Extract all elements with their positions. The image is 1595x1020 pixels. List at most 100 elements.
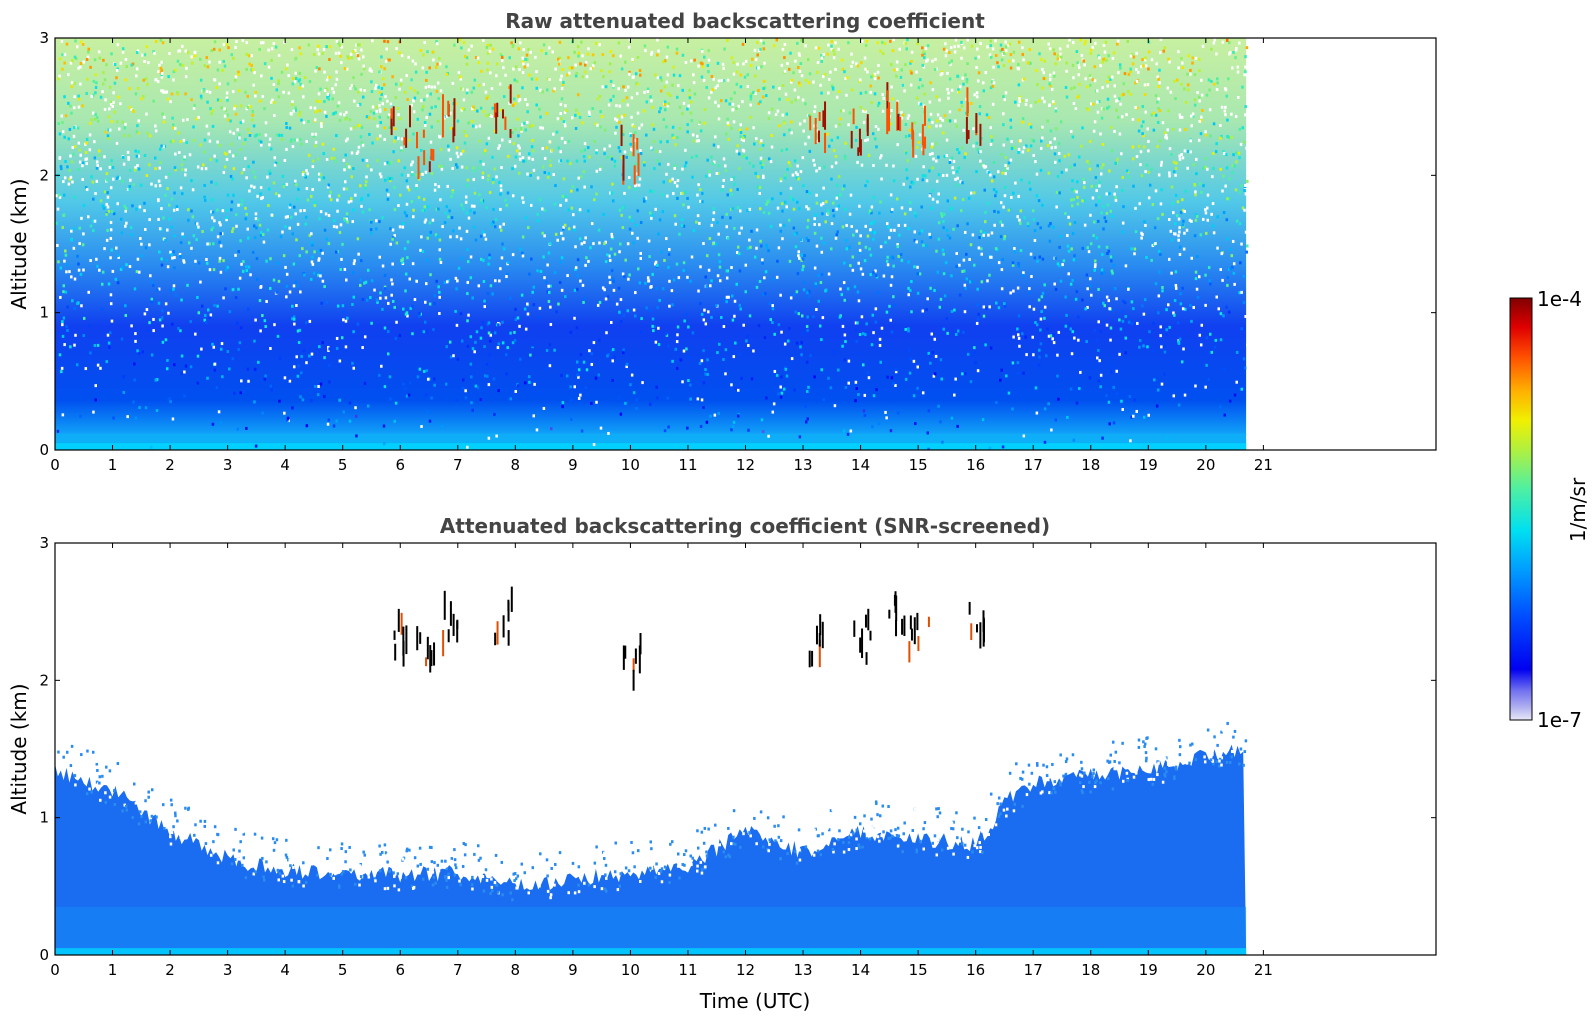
noise-pixel (807, 114, 811, 118)
noise-pixel (585, 368, 589, 372)
noise-pixel (527, 156, 531, 160)
noise-pixel (107, 341, 111, 345)
noise-pixel (165, 258, 169, 262)
noise-pixel (1168, 325, 1171, 329)
noise-pixel (1075, 190, 1078, 194)
noise-pixel (746, 209, 749, 213)
noise-pixel (231, 154, 235, 158)
noise-pixel (1174, 286, 1178, 290)
noise-pixel (858, 248, 862, 252)
noise-pixel (234, 296, 238, 300)
noise-pixel (1226, 276, 1230, 280)
noise-pixel (350, 56, 354, 60)
noise-pixel (773, 332, 776, 336)
noise-pixel (261, 411, 264, 415)
noise-pixel (906, 116, 910, 120)
noise-pixel (687, 325, 690, 329)
noise-pixel (74, 39, 77, 43)
noise-pixel (1000, 287, 1004, 291)
noise-pixel (560, 87, 564, 91)
noise-pixel (978, 235, 981, 239)
noise-pixel (634, 139, 637, 143)
noise-pixel (1195, 157, 1198, 161)
noise-pixel (519, 357, 522, 361)
noise-pixel (204, 167, 208, 171)
noise-pixel (174, 168, 177, 172)
noise-pixel (456, 357, 460, 361)
noise-pixel (976, 79, 980, 83)
noise-pixel (905, 168, 908, 172)
noise-pixel (418, 170, 421, 174)
noise-pixel (220, 342, 224, 346)
noise-pixel (460, 256, 464, 260)
noise-pixel (152, 99, 155, 103)
noise-pixel (504, 198, 507, 202)
noise-pixel (945, 49, 948, 53)
noise-pixel (143, 154, 147, 158)
noise-pixel (1115, 99, 1118, 103)
noise-pixel (516, 316, 520, 320)
noise-pixel (1131, 157, 1135, 161)
noise-pixel (1119, 327, 1123, 331)
noise-pixel (90, 94, 93, 98)
noise-pixel (269, 384, 273, 388)
noise-pixel (1140, 124, 1143, 128)
noise-pixel (1105, 323, 1109, 327)
noise-pixel (363, 281, 366, 285)
noise-pixel (946, 87, 949, 91)
noise-pixel (716, 351, 719, 355)
noise-pixel (978, 105, 982, 109)
noise-pixel (797, 81, 801, 85)
noise-pixel (628, 227, 632, 231)
noise-pixel (844, 340, 847, 344)
noise-pixel (880, 326, 884, 330)
noise-pixel (1140, 174, 1144, 178)
noise-pixel (1075, 50, 1079, 54)
noise-pixel (124, 209, 128, 213)
noise-pixel (581, 283, 585, 287)
noise-pixel (606, 354, 609, 358)
noise-pixel (127, 155, 130, 159)
noise-pixel (268, 169, 271, 173)
noise-pixel (1136, 321, 1139, 325)
noise-pixel (152, 50, 155, 54)
noise-pixel (879, 200, 882, 204)
noise-pixel (1062, 259, 1066, 263)
noise-pixel (541, 165, 545, 169)
noise-pixel (273, 163, 277, 167)
noise-pixel (1179, 302, 1183, 306)
noise-pixel (103, 190, 107, 194)
noise-pixel (1054, 62, 1057, 66)
noise-pixel (1088, 167, 1092, 171)
noise-pixel (136, 49, 140, 53)
noise-pixel (672, 136, 675, 140)
noise-pixel (806, 417, 809, 421)
noise-pixel (398, 225, 402, 229)
noise-pixel (265, 299, 268, 303)
noise-pixel (657, 343, 661, 347)
noise-pixel (726, 117, 729, 121)
noise-pixel (896, 243, 899, 247)
noise-pixel (786, 339, 790, 343)
noise-pixel (1085, 340, 1088, 344)
noise-pixel (312, 53, 316, 57)
noise-pixel (881, 40, 884, 44)
noise-pixel (962, 258, 966, 262)
noise-pixel (1093, 220, 1096, 224)
noise-pixel (708, 173, 711, 177)
noise-pixel (108, 85, 112, 89)
noise-pixel (814, 213, 817, 217)
noise-pixel (738, 231, 741, 235)
noise-pixel (77, 268, 81, 272)
noise-pixel (204, 314, 207, 318)
noise-pixel (463, 141, 467, 145)
noise-pixel (1159, 334, 1162, 338)
noise-pixel (546, 77, 550, 81)
noise-pixel (90, 118, 93, 122)
noise-pixel (531, 138, 534, 142)
noise-pixel (1175, 214, 1179, 218)
noise-pixel (802, 331, 805, 335)
noise-pixel (796, 41, 799, 45)
noise-pixel (830, 40, 834, 44)
noise-pixel (625, 362, 629, 366)
